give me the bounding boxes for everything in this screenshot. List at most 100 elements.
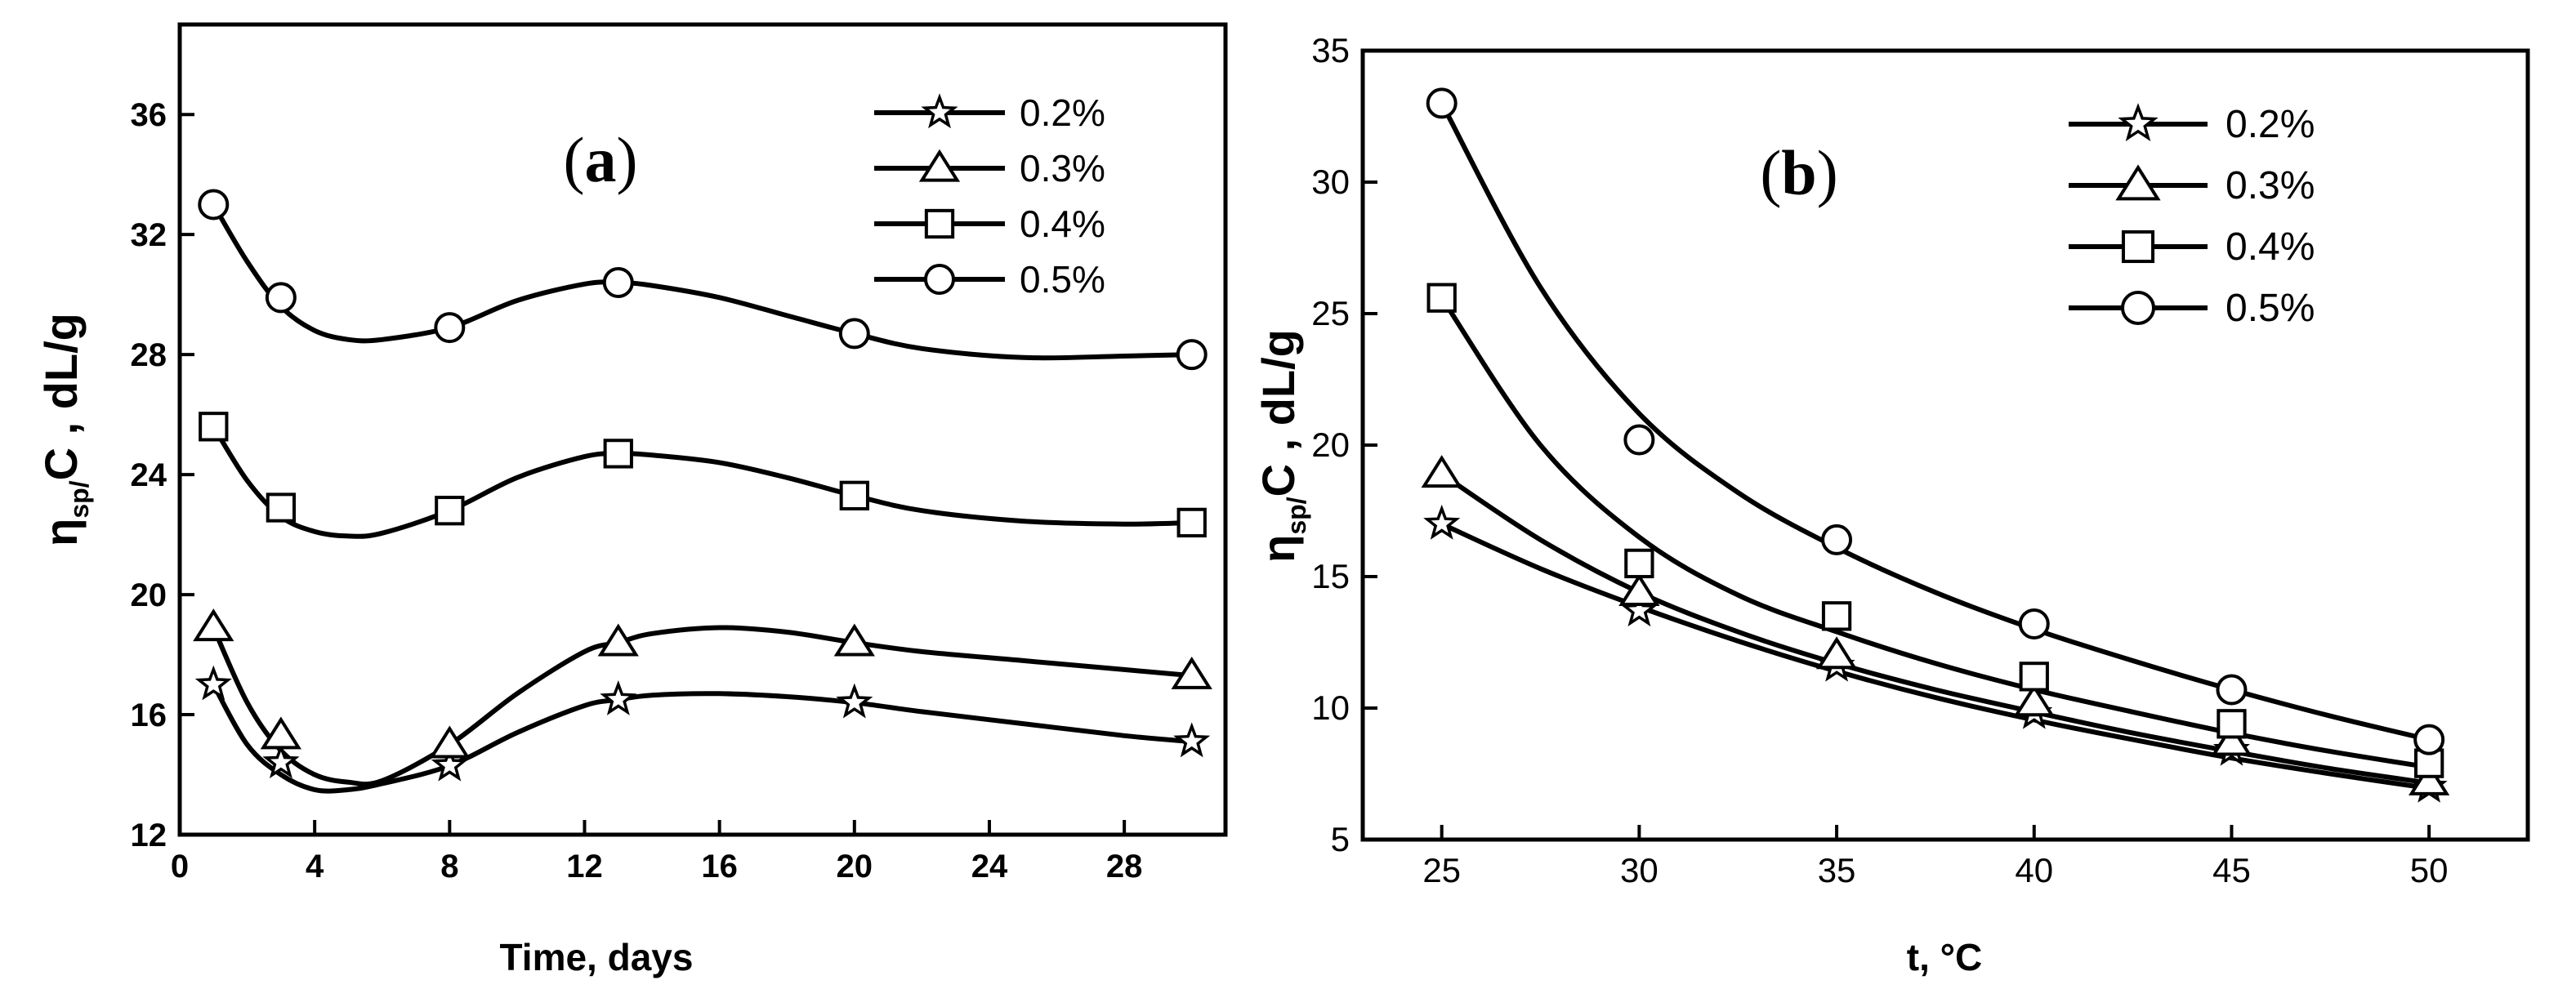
chart-a-point-circle: [198, 189, 230, 221]
chart-a-x-tick-label: 16: [701, 849, 738, 884]
chart-b-legend-label: 0.3%: [2226, 164, 2315, 207]
chart-a-point-triangle: [260, 716, 301, 750]
chart-a-legend: 0.2% 0.3% 0.4% 0.5%: [874, 91, 1105, 301]
chart-a-y-tick-label: 36: [131, 97, 167, 133]
chart-a-point-triangle: [833, 623, 875, 657]
chart-b-panel-letter: b: [1781, 137, 1816, 208]
chart-b-legend: 0.2% 0.3% 0.4% 0.5%: [2069, 103, 2315, 330]
chart-a-point-star: [194, 665, 232, 701]
chart-b-x-tick-label: 40: [2015, 851, 2053, 889]
chart-a-point-circle: [434, 312, 466, 344]
chart-a-legend-label: 0.4%: [1020, 203, 1105, 245]
chart-a-point-square: [603, 439, 633, 469]
chart-b-series-line-star: [1440, 521, 2430, 791]
chart-b-legend-square-icon: [2121, 229, 2155, 264]
chart-a-x-tick-label: 20: [837, 849, 873, 884]
chart-b-series-line-circle: [1440, 101, 2430, 742]
chart-b-y-label-eta: η: [1252, 535, 1304, 563]
chart-b-x-label: t, °C: [1907, 936, 1983, 978]
chart-a-markers: [193, 189, 1212, 782]
chart-b-point-square: [2217, 709, 2247, 739]
chart-b-x-ticks: 25 30 35 40 45 50: [1422, 825, 2449, 889]
chart-b-y-tick-label: 20: [1311, 425, 1350, 464]
chart-a-point-star: [600, 680, 637, 715]
chart-b-y-ticks: 5 10 15 20 25 30 35: [1311, 31, 1377, 858]
chart-a-x-tick-label: 24: [971, 849, 1008, 884]
chart-a-point-triangle: [193, 608, 234, 642]
chart-a-y-label-tail: C , dL/g: [35, 313, 87, 480]
chart-a-point-square: [435, 496, 465, 526]
chart-b-legend-triangle-icon: [2115, 164, 2161, 201]
chart-a-legend-label: 0.3%: [1020, 147, 1105, 189]
chart-b-point-triangle: [2013, 684, 2055, 717]
chart-a-y-tick-label: 24: [131, 457, 167, 493]
chart-b-legend-label: 0.2%: [2226, 103, 2315, 146]
chart-a-y-tick-label: 20: [131, 577, 167, 613]
chart-a-x-tick-label: 4: [306, 849, 324, 884]
chart-b-y-tick-label: 30: [1311, 163, 1350, 201]
chart-b-point-circle: [2018, 608, 2050, 639]
chart-b-point-triangle: [1815, 636, 1858, 670]
chart-a-point-square: [266, 492, 297, 523]
chart-b-y-label-sub: sp/: [1282, 497, 1311, 534]
chart-b-y-tick-label: 25: [1311, 294, 1350, 332]
chart-b-markers: [1421, 87, 2450, 803]
chart-b-point-circle: [1821, 524, 1853, 555]
chart-a-point-triangle: [1171, 656, 1212, 689]
chart-b-point-square: [1426, 283, 1457, 313]
chart-a-x-tick-label: 8: [440, 849, 458, 884]
chart-b-y-tick-label: 15: [1311, 557, 1350, 595]
chart-a-y-tick-label: 32: [131, 217, 167, 253]
chart-a-point-triangle: [429, 725, 471, 759]
chart-a-point-circle: [602, 266, 634, 298]
chart-a-y-label: ηsp/C , dL/g: [35, 313, 94, 546]
chart-b-point-circle: [1623, 424, 1655, 456]
chart-a-legend-square-icon: [924, 208, 955, 239]
chart-a-point-star: [1173, 722, 1211, 758]
chart-a-point-square: [1176, 507, 1207, 538]
chart-b-point-circle: [2216, 674, 2248, 706]
chart-b-x-tick-label: 50: [2410, 851, 2449, 889]
chart-b-x-tick-label: 35: [1818, 851, 1856, 889]
chart-b-legend-label: 0.4%: [2226, 225, 2315, 269]
chart-a-point-circle: [265, 282, 297, 314]
chart-b-x-tick-label: 45: [2212, 851, 2251, 889]
chart-b-point-square: [1624, 548, 1654, 579]
chart-b-y-tick-label: 10: [1311, 688, 1350, 727]
chart-a-point-triangle: [597, 623, 639, 657]
chart-a-point-circle: [838, 318, 870, 350]
chart-b-point-square: [1821, 601, 1852, 631]
chart-a-y-label-eta: η: [35, 519, 87, 546]
chart-a-x-tick-label: 28: [1106, 849, 1143, 884]
chart-a-plot-frame: [177, 22, 1228, 837]
chart-a-x-label: Time, days: [500, 936, 694, 978]
chart-b-legend-star-icon: [2118, 103, 2159, 141]
chart-a-legend-circle-icon: [924, 264, 955, 295]
chart-b-point-circle: [1426, 87, 1458, 119]
chart-b-point-square: [2019, 662, 2049, 692]
chart-a-x-tick-label: 12: [566, 849, 603, 884]
chart-a-point-square: [839, 480, 869, 510]
chart-a-point-square: [199, 412, 229, 442]
chart-b-point-triangle: [2211, 723, 2252, 756]
chart-a-point-star: [836, 683, 873, 719]
chart-a-legend-label: 0.2%: [1020, 91, 1105, 134]
chart-a-y-tick-label: 12: [131, 818, 167, 853]
chart-a-panel-label: (a): [564, 124, 638, 195]
chart-b-y-tick-label: 35: [1311, 31, 1350, 69]
chart-b-y-tick-label: 5: [1331, 820, 1350, 858]
chart-a-x-ticks: 0 4 8 12 16 20 24 28: [171, 820, 1143, 884]
chart-a-y-tick-label: 28: [131, 337, 167, 373]
chart-b-series-line-triangle: [1440, 471, 2430, 786]
chart-a-point-circle: [1176, 339, 1208, 371]
chart-b-legend-label: 0.5%: [2226, 287, 2315, 330]
chart-b-point-triangle: [1421, 455, 1462, 488]
chart-b-y-label: ηsp/C , dL/g: [1252, 329, 1311, 563]
chart-a-legend-triangle-icon: [918, 149, 961, 182]
chart-b-panel-label: (b): [1760, 137, 1837, 208]
chart-a: 12 16 20 24 28 32 36 0 4 8 12 16 20 24 28 (a) 0.2% 0.3…: [35, 22, 1228, 978]
chart-b-legend-circle-icon: [2121, 291, 2155, 325]
